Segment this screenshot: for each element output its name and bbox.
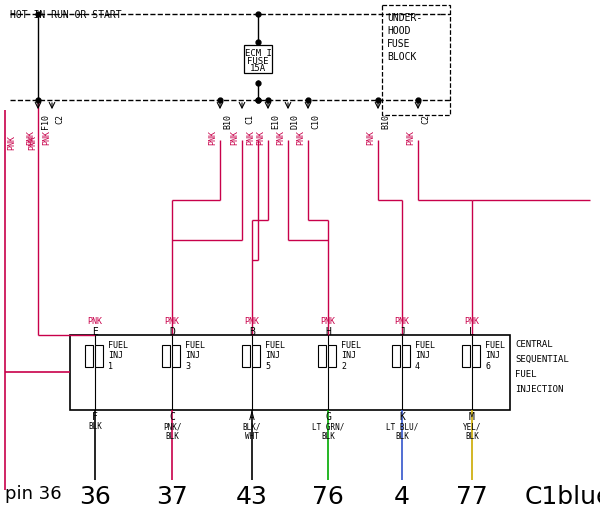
Bar (328, 345, 336, 367)
Text: A: A (249, 412, 255, 422)
Text: 77: 77 (456, 485, 488, 509)
Text: PNK: PNK (276, 130, 285, 145)
Text: C1blue: C1blue (525, 485, 600, 509)
Text: INJECTION: INJECTION (515, 385, 563, 394)
Text: C1: C1 (245, 114, 254, 124)
Text: PNK: PNK (246, 130, 255, 145)
Text: D: D (169, 327, 175, 337)
Bar (382, 5, 450, 115)
Text: BLOCK: BLOCK (387, 52, 416, 62)
Text: H: H (325, 327, 331, 337)
Text: E: E (92, 327, 98, 337)
Bar (70, 335, 510, 410)
Text: YEL/
BLK: YEL/ BLK (463, 422, 481, 441)
Text: 37: 37 (156, 485, 188, 509)
Text: FUEL
INJ
1: FUEL INJ 1 (108, 341, 128, 371)
Text: FUSE: FUSE (247, 57, 269, 66)
Text: L: L (469, 327, 475, 337)
Text: C2: C2 (55, 114, 64, 124)
Text: PNK: PNK (88, 317, 103, 326)
Text: M: M (469, 412, 475, 422)
Bar (244, 45, 272, 73)
Text: F: F (92, 412, 98, 422)
Text: PNK: PNK (245, 317, 260, 326)
Text: LT GRN/
BLK: LT GRN/ BLK (312, 422, 344, 441)
Text: FUEL
INJ
3: FUEL INJ 3 (185, 341, 205, 371)
Text: LT BLU/
BLK: LT BLU/ BLK (386, 422, 418, 441)
Text: C: C (169, 412, 175, 422)
Bar (462, 345, 470, 367)
Text: PNK: PNK (296, 130, 305, 145)
Text: B10: B10 (223, 114, 232, 129)
Text: pin 36: pin 36 (5, 485, 62, 503)
Text: BLK: BLK (88, 422, 102, 431)
Text: 43: 43 (236, 485, 268, 509)
Text: PNK: PNK (42, 130, 51, 145)
Bar (85, 345, 93, 367)
Text: 15A: 15A (250, 64, 266, 73)
Bar (95, 345, 103, 367)
Text: PNK: PNK (26, 130, 35, 145)
Bar (172, 345, 180, 367)
Text: BLK/
WHT: BLK/ WHT (243, 422, 261, 441)
Text: PNK: PNK (29, 135, 37, 150)
Bar (402, 345, 410, 367)
Text: B10: B10 (381, 114, 390, 129)
Text: CENTRAL: CENTRAL (515, 340, 553, 349)
Text: D10: D10 (291, 114, 300, 129)
Text: PNK: PNK (406, 130, 415, 145)
Text: ECM I: ECM I (245, 49, 271, 58)
Text: E10: E10 (271, 114, 280, 129)
Text: PNK: PNK (320, 317, 335, 326)
Text: 36: 36 (79, 485, 111, 509)
Text: C2: C2 (421, 114, 430, 124)
Text: PNK: PNK (395, 317, 409, 326)
Text: G: G (325, 412, 331, 422)
Text: FUEL: FUEL (515, 370, 536, 379)
Bar (162, 345, 170, 367)
Text: PNK: PNK (464, 317, 479, 326)
Text: HOT IN RUN OR START: HOT IN RUN OR START (10, 10, 122, 20)
Text: PNK: PNK (208, 130, 217, 145)
Text: SEQUENTIAL: SEQUENTIAL (515, 355, 569, 364)
Text: K: K (399, 412, 405, 422)
Text: F10: F10 (41, 114, 50, 129)
Bar (252, 345, 260, 367)
Bar (392, 345, 400, 367)
Text: FUEL
INJ
4: FUEL INJ 4 (415, 341, 435, 371)
Text: HOOD: HOOD (387, 26, 410, 36)
Text: PNK: PNK (256, 130, 265, 145)
Text: FUEL
INJ
5: FUEL INJ 5 (265, 341, 285, 371)
Text: PNK: PNK (164, 317, 179, 326)
Text: B: B (249, 327, 255, 337)
Text: UNDER-: UNDER- (387, 13, 422, 23)
Text: PNK/
BLK: PNK/ BLK (163, 422, 181, 441)
Text: J: J (399, 327, 405, 337)
Text: 76: 76 (312, 485, 344, 509)
Bar (318, 345, 326, 367)
Text: PNK: PNK (230, 130, 239, 145)
Text: FUEL
INJ
2: FUEL INJ 2 (341, 341, 361, 371)
Text: PNK: PNK (366, 130, 375, 145)
Text: PNK: PNK (7, 135, 16, 150)
Text: C10: C10 (311, 114, 320, 129)
Text: FUEL
INJ
6: FUEL INJ 6 (485, 341, 505, 371)
Text: FUSE: FUSE (387, 39, 410, 49)
Text: 4: 4 (394, 485, 410, 509)
Bar (242, 345, 250, 367)
Bar (472, 345, 480, 367)
